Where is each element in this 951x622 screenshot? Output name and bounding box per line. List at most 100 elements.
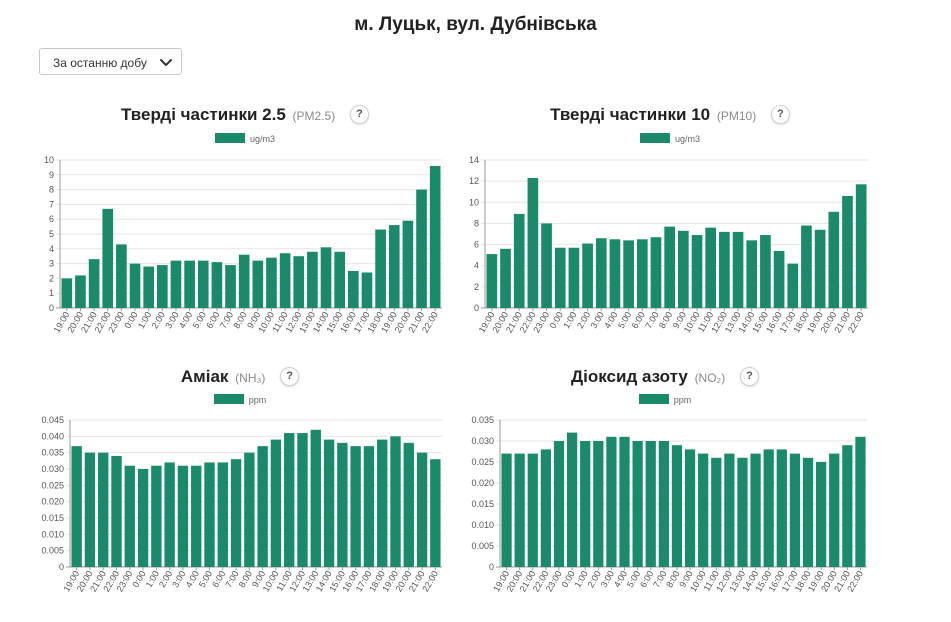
help-button[interactable]: ? (349, 105, 369, 124)
bar[interactable] (698, 453, 709, 567)
bar[interactable] (566, 432, 578, 567)
bar[interactable] (582, 243, 593, 308)
bar[interactable] (501, 453, 512, 567)
bar[interactable] (737, 457, 748, 567)
bar[interactable] (350, 446, 361, 567)
bar[interactable] (184, 260, 195, 308)
bar[interactable] (711, 457, 722, 567)
bar[interactable] (177, 465, 189, 567)
bar[interactable] (842, 195, 853, 308)
bar[interactable] (527, 453, 538, 567)
bar[interactable] (257, 446, 268, 567)
bar[interactable] (842, 445, 853, 567)
bar[interactable] (297, 433, 308, 567)
bar[interactable] (802, 457, 814, 567)
bar[interactable] (540, 449, 551, 567)
help-button[interactable]: ? (770, 105, 790, 124)
bar[interactable] (750, 453, 761, 567)
bar[interactable] (129, 263, 141, 308)
bar[interactable] (151, 465, 162, 567)
bar[interactable] (763, 449, 774, 567)
bar[interactable] (363, 446, 375, 567)
bar[interactable] (829, 453, 840, 567)
bar[interactable] (568, 247, 580, 308)
bar[interactable] (623, 240, 634, 308)
bar[interactable] (225, 265, 236, 308)
bar[interactable] (732, 231, 744, 308)
bar[interactable] (787, 263, 799, 308)
bar[interactable] (320, 247, 332, 308)
bar[interactable] (191, 465, 202, 567)
bar[interactable] (416, 452, 428, 567)
bar[interactable] (310, 429, 321, 567)
chart-legend[interactable]: ppm (455, 394, 875, 405)
bar[interactable] (98, 452, 109, 567)
bar[interactable] (137, 469, 149, 567)
bar[interactable] (658, 441, 669, 567)
bar[interactable] (230, 459, 242, 567)
bar[interactable] (705, 227, 717, 308)
bar[interactable] (416, 189, 427, 308)
bar[interactable] (554, 247, 566, 308)
bar[interactable] (402, 220, 414, 308)
bar[interactable] (238, 254, 250, 308)
bar[interactable] (828, 211, 840, 308)
period-select[interactable]: За останню добу (39, 48, 182, 75)
bar[interactable] (801, 225, 812, 308)
bar[interactable] (760, 235, 771, 308)
bar[interactable] (500, 248, 511, 308)
bar[interactable] (211, 262, 223, 308)
bar[interactable] (307, 251, 318, 308)
bar[interactable] (61, 278, 73, 308)
bar[interactable] (375, 229, 386, 308)
bar[interactable] (75, 275, 86, 308)
bar[interactable] (671, 445, 683, 567)
bar[interactable] (217, 462, 228, 567)
bar[interactable] (664, 226, 675, 308)
bar[interactable] (403, 442, 414, 567)
bar[interactable] (361, 272, 373, 308)
bar[interactable] (593, 441, 604, 567)
bar[interactable] (252, 260, 264, 308)
bar[interactable] (348, 271, 359, 308)
chart-legend[interactable]: ug/m3 (40, 133, 450, 144)
bar[interactable] (388, 225, 400, 308)
bar[interactable] (334, 251, 345, 308)
bar[interactable] (595, 238, 607, 308)
bar[interactable] (632, 441, 643, 567)
bar[interactable] (284, 433, 295, 567)
bar[interactable] (88, 259, 100, 308)
bar[interactable] (111, 455, 122, 567)
bar[interactable] (293, 256, 305, 308)
bar[interactable] (157, 265, 168, 308)
bar[interactable] (486, 254, 498, 308)
bar[interactable] (724, 453, 735, 567)
bar[interactable] (776, 449, 787, 567)
bar[interactable] (124, 465, 135, 567)
bar[interactable] (143, 266, 154, 308)
bar[interactable] (279, 253, 291, 308)
bar[interactable] (746, 240, 758, 308)
bar[interactable] (170, 260, 182, 308)
bar[interactable] (266, 257, 277, 308)
bar[interactable] (645, 441, 656, 567)
chart-legend[interactable]: ug/m3 (465, 133, 875, 144)
help-button[interactable]: ? (280, 367, 300, 386)
bar[interactable] (204, 462, 215, 567)
bar[interactable] (377, 439, 388, 567)
bar[interactable] (102, 208, 114, 308)
help-button[interactable]: ? (739, 367, 759, 386)
bar[interactable] (855, 184, 867, 308)
bar[interactable] (789, 453, 801, 567)
bar[interactable] (116, 244, 127, 308)
bar[interactable] (323, 439, 335, 567)
bar[interactable] (650, 237, 662, 308)
bar[interactable] (84, 452, 96, 567)
bar[interactable] (430, 459, 441, 567)
bar[interactable] (513, 213, 525, 308)
bar[interactable] (816, 462, 827, 567)
bar[interactable] (619, 436, 630, 567)
bar[interactable] (270, 439, 282, 567)
bar[interactable] (719, 231, 730, 308)
bar[interactable] (514, 453, 525, 567)
